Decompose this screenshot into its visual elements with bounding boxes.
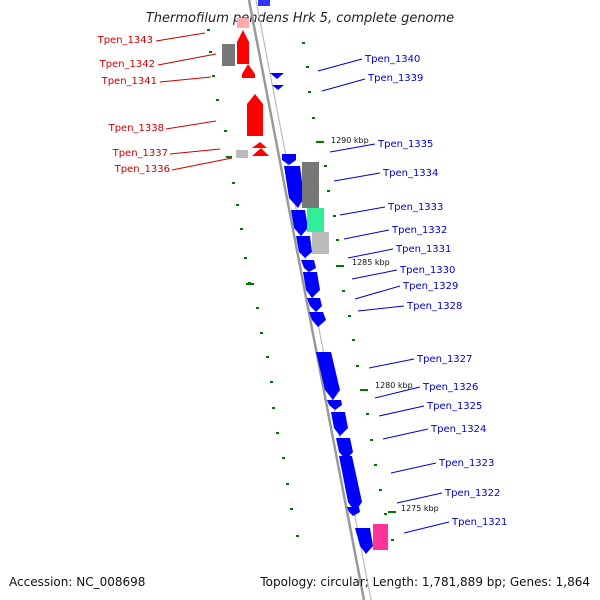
gene-label: Tpen_1326	[422, 382, 478, 393]
leader-line	[333, 172, 381, 182]
gene-arrow	[307, 298, 322, 312]
leader-line	[354, 285, 401, 300]
leader-line	[317, 58, 363, 72]
gene-arrow	[242, 64, 255, 78]
gene-label: Tpen_1327	[416, 354, 472, 365]
gene-arrow	[247, 94, 263, 136]
leader-line	[169, 148, 221, 155]
scale-label: 1290 kbp	[331, 136, 369, 145]
gene-arrow	[237, 18, 249, 28]
rna-feature	[312, 232, 329, 254]
gene-arrow	[284, 166, 304, 208]
left-gene-labels: Tpen_1343 Tpen_1342 Tpen_1341 Tpen_1338 Tpen…	[97, 32, 233, 175]
leader-line	[357, 305, 405, 312]
rna-feature	[222, 44, 235, 66]
rna-feature	[307, 208, 324, 232]
gene-arrow	[282, 154, 296, 165]
gene-label: Tpen_1330	[399, 265, 455, 276]
tick-marks	[207, 29, 396, 541]
gene-arrow	[336, 438, 353, 460]
gene-label: Tpen_1324	[430, 424, 486, 435]
accession-label: Accession: NC_008698	[9, 575, 146, 589]
leader-line	[157, 53, 217, 66]
gene-arrow	[355, 528, 373, 554]
leader-line	[368, 358, 415, 369]
gene-label: Tpen_1323	[438, 458, 494, 469]
leader-line	[347, 248, 394, 259]
leader-line	[390, 462, 437, 474]
gene-label: Tpen_1335	[377, 139, 433, 150]
leader-line	[351, 269, 398, 280]
map-title: Thermofilum pendens Hrk 5, complete geno…	[146, 11, 454, 26]
right-gene-labels: Tpen_1340 Tpen_1339 Tpen_1335 Tpen_1334 Tpen…	[317, 54, 507, 534]
gene-arrow	[272, 85, 284, 90]
gene-arrow	[252, 142, 267, 148]
gene-label: Tpen_1331	[395, 244, 451, 255]
gene-arrow	[237, 30, 249, 64]
forward-strand-genes	[222, 0, 270, 158]
leader-line	[382, 428, 429, 440]
rna-feature	[373, 524, 388, 550]
leader-line	[155, 32, 206, 42]
gene-arrow	[301, 260, 316, 272]
gene-arrow	[316, 352, 340, 400]
gene-label: Tpen_1338	[108, 123, 164, 134]
gene-label: Tpen_1334	[382, 168, 438, 179]
scale-label: 1280 kbp	[375, 381, 413, 390]
gene-arrow	[331, 412, 348, 436]
gene-label: Tpen_1336	[114, 164, 170, 175]
leader-line	[329, 143, 376, 153]
gene-arrow	[252, 148, 269, 156]
reverse-strand-genes	[270, 73, 388, 554]
gene-label: Tpen_1340	[364, 54, 420, 65]
gene-arrow	[303, 272, 320, 298]
scale-label: 1285 kbp	[352, 258, 390, 267]
leader-line	[165, 120, 217, 130]
scale-label: 1275 kbp	[401, 504, 439, 513]
gene-label: Tpen_1339	[367, 73, 423, 84]
gene-arrow	[296, 236, 312, 258]
leader-line	[396, 492, 443, 504]
gene-label: Tpen_1341	[101, 76, 157, 87]
gene-label: Tpen_1332	[391, 225, 447, 236]
gene-label: Tpen_1321	[451, 517, 507, 528]
gene-arrow	[327, 400, 342, 410]
gene-label: Tpen_1329	[402, 281, 458, 292]
gene-arrow	[309, 312, 326, 327]
leader-line	[378, 405, 425, 417]
gene-label: Tpen_1325	[426, 401, 482, 412]
gene-arrow	[291, 210, 308, 236]
rna-feature	[236, 150, 248, 158]
gene-arrow	[339, 456, 362, 512]
leader-line	[339, 206, 386, 216]
scale-marks: 1290 kbp 1285 kbp 1280 kbp 1275 kbp	[331, 136, 439, 513]
leader-line	[159, 76, 212, 83]
leader-line	[374, 386, 421, 399]
leader-line	[321, 78, 366, 92]
gene-arrow	[347, 507, 360, 516]
gene-arrow	[270, 73, 284, 79]
leader-line	[343, 229, 390, 240]
gene-arrow	[258, 0, 270, 6]
gene-label: Tpen_1337	[112, 148, 168, 159]
topology-label: Topology: circular; Length: 1,781,889 bp…	[260, 575, 590, 589]
gene-label: Tpen_1333	[387, 202, 443, 213]
leader-line	[403, 521, 450, 534]
gene-label: Tpen_1328	[406, 301, 462, 312]
rna-feature	[302, 162, 319, 208]
gene-label: Tpen_1322	[444, 488, 500, 499]
gene-label: Tpen_1342	[99, 59, 155, 70]
gene-label: Tpen_1343	[97, 35, 153, 46]
leader-line	[171, 157, 233, 171]
